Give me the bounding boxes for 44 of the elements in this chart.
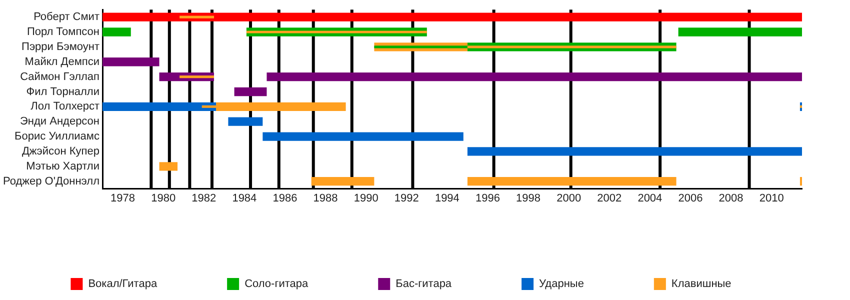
legend-label: Бас-гитара: [396, 278, 452, 290]
bar: [262, 132, 464, 141]
y-tick-label: Борис Уиллиамс: [14, 130, 100, 143]
x-tick-label: 2002: [597, 192, 622, 204]
bar: [102, 12, 802, 22]
x-tick-label: 1984: [232, 192, 257, 204]
x-tick-label: 1988: [313, 192, 338, 204]
bar: [234, 87, 267, 96]
bar: [678, 28, 802, 36]
bar: [467, 147, 802, 156]
x-tick-label: 2004: [638, 192, 662, 204]
x-tick-label: 2000: [556, 192, 582, 204]
bar: [102, 102, 216, 111]
legend-label: Вокал/Гитара: [88, 278, 158, 290]
x-tick-label: 1996: [475, 192, 500, 204]
x-tick-label: 1998: [516, 192, 541, 204]
legend-label: Соло-гитара: [244, 278, 310, 290]
bar: [102, 58, 160, 66]
x-tick-label: 1982: [192, 192, 216, 204]
y-tick-label: Роберт Смит: [34, 11, 100, 24]
x-tick-label: 1990: [354, 192, 378, 204]
y-tick-label: Пэрри Бэмоунт: [22, 40, 100, 53]
x-tick-label: 1978: [110, 192, 136, 204]
y-tick-label: Джэйсон Купер: [22, 146, 100, 158]
x-tick-label: 2008: [718, 192, 744, 204]
y-tick-label: Майкл Демпси: [24, 56, 100, 68]
y-tick-label: Мэтью Хартли: [26, 160, 100, 172]
y-tick-label: Саймон Гэллап: [20, 70, 100, 83]
y-tick-label: Порл Томпсон: [26, 26, 100, 38]
bar: [228, 117, 263, 126]
legend-label: Клавишные: [671, 278, 732, 290]
x-tick-label: 1994: [434, 192, 460, 204]
y-tick-label: Роджер О'Доннэлл: [2, 175, 100, 188]
y-tick-label: Энди Андерсон: [20, 116, 100, 128]
y-tick-label: Фил Торналли: [26, 86, 100, 98]
x-tick-label: 1992: [394, 192, 419, 204]
y-tick-label: Лол Толхерст: [30, 100, 100, 113]
x-tick-label: 2010: [759, 192, 784, 204]
x-tick-label: 1986: [272, 192, 298, 204]
bar: [102, 28, 131, 36]
x-tick-label: 1980: [151, 192, 176, 204]
legend-label: Ударные: [539, 278, 584, 290]
bar: [266, 72, 802, 82]
x-tick-label: 2006: [678, 192, 703, 204]
